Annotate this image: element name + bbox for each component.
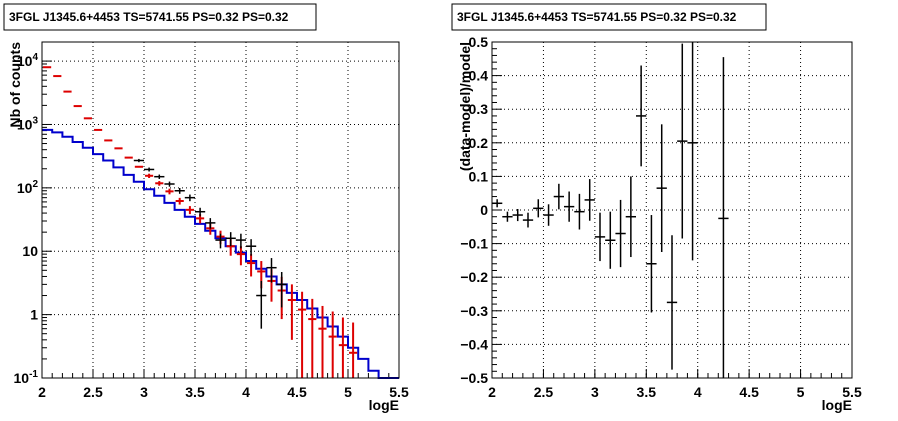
right-x-tick-label: 3 <box>591 384 599 400</box>
left-x-tick-label: 4 <box>242 384 250 400</box>
right-y-tick-label: 0.5 <box>469 34 489 50</box>
right-x-tick-label: 5 <box>797 384 805 400</box>
right-y-tick-label: −0.5 <box>460 370 488 386</box>
left-panel: 3FGL J1345.6+4453 TS=5741.55 PS=0.32 PS=… <box>3 3 409 413</box>
left-title-box <box>3 3 317 31</box>
left-plot-frame <box>41 41 400 379</box>
left-x-tick-label: 5 <box>344 384 352 400</box>
right-plot-frame <box>491 41 853 379</box>
left-xlabel: logE <box>369 397 399 413</box>
left-grid <box>42 42 399 378</box>
right-y-tick-label: 0.3 <box>469 101 489 117</box>
right-y-tick-label: −0.4 <box>460 336 488 352</box>
right-y-tick-label: −0.2 <box>460 269 488 285</box>
left-x-tick-label: 4.5 <box>287 384 307 400</box>
right-ylabel: (data-model)/model <box>457 42 473 171</box>
right-y-tick-label: 0.1 <box>469 168 489 184</box>
model-source-step-line <box>42 128 399 379</box>
left-ylabel: Nb of counts <box>7 42 23 128</box>
left-x-tick-label: 3.5 <box>185 384 205 400</box>
left-x-tick-label: 2.5 <box>83 384 103 400</box>
left-title: 3FGL J1345.6+4453 TS=5741.55 PS=0.32 PS=… <box>9 10 289 24</box>
right-ticks: 2 2.5 3 3.5 4 4.5 5 5.5 −0.5 −0.4 −0.3 −0.2 −0.1 0 0.1… <box>460 34 862 400</box>
left-y-tick-label: 1 <box>30 307 38 323</box>
left-y-tick-label: 102 <box>17 179 39 196</box>
left-series <box>42 66 399 379</box>
right-x-tick-label: 3.5 <box>637 384 657 400</box>
right-y-tick-label: 0.4 <box>469 68 489 84</box>
right-title-box <box>451 3 767 31</box>
right-panel: 3FGL J1345.6+4453 TS=5741.55 PS=0.32 PS=… <box>451 3 862 413</box>
right-y-tick-label: 0 <box>480 202 488 218</box>
left-y-tick-label: 10 <box>22 243 38 259</box>
right-y-tick-label: 0.2 <box>469 135 489 151</box>
left-x-tick-label: 3 <box>140 384 148 400</box>
right-title: 3FGL J1345.6+4453 TS=5741.55 PS=0.32 PS=… <box>457 10 737 24</box>
right-x-tick-label: 4.5 <box>739 384 759 400</box>
left-y-tick-label: 10-1 <box>14 369 39 386</box>
right-series <box>492 42 729 378</box>
right-x-tick-label: 4 <box>694 384 702 400</box>
left-x-tick-label: 5.5 <box>389 384 409 400</box>
right-y-tick-label: −0.3 <box>460 303 488 319</box>
right-x-tick-label: 2.5 <box>534 384 554 400</box>
right-y-tick-label: −0.1 <box>460 236 488 252</box>
right-xlabel: logE <box>822 397 852 413</box>
right-x-tick-label: 2 <box>488 384 496 400</box>
right-x-tick-label: 5.5 <box>842 384 862 400</box>
left-x-tick-label: 2 <box>38 384 46 400</box>
